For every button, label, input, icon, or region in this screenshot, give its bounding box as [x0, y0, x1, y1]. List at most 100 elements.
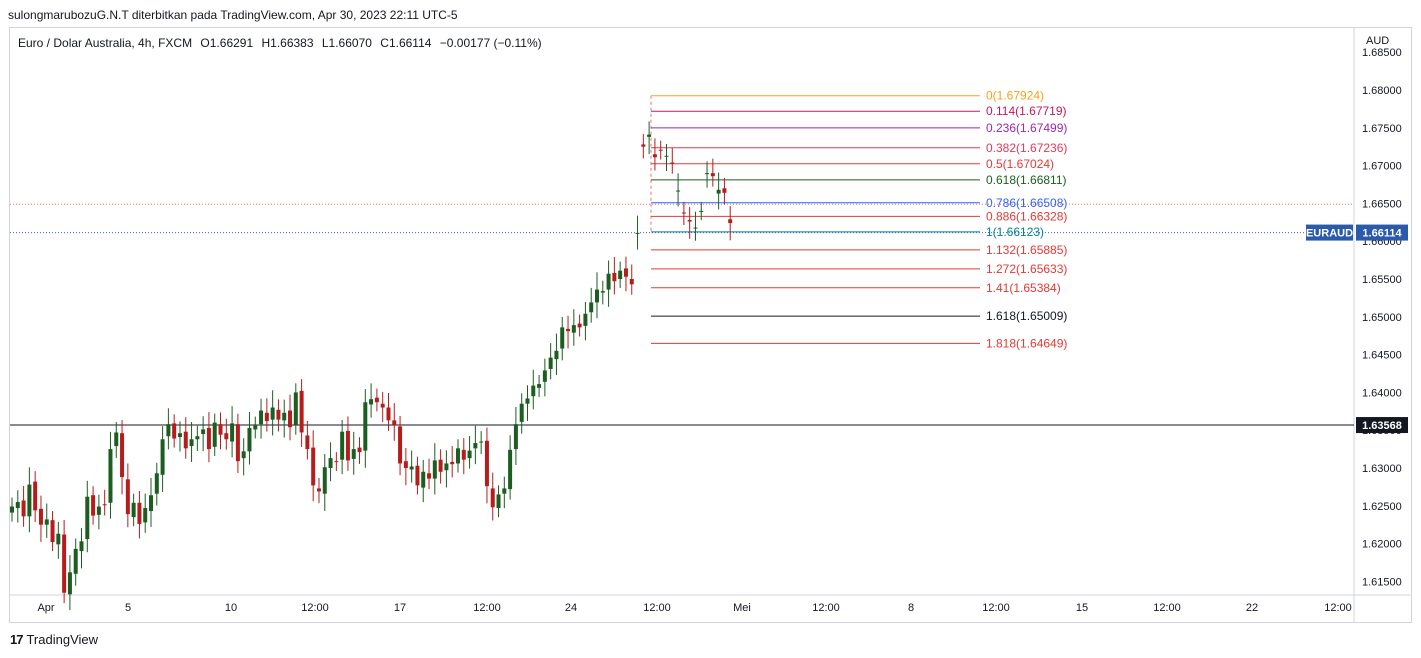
horizontal-line-layer[interactable]	[10, 203, 1354, 426]
candle-body	[594, 289, 599, 303]
candle-body	[351, 449, 356, 459]
candle-body	[369, 399, 374, 405]
fib-level-label: 0.114(1.67719)	[986, 104, 1067, 118]
y-tick-label: 1.65000	[1362, 312, 1402, 324]
candle-body	[612, 272, 617, 282]
y-tick-label: 1.67000	[1362, 161, 1402, 173]
candle-body	[635, 232, 640, 234]
candle-body	[566, 328, 571, 332]
candle-body	[230, 423, 235, 442]
candle-body	[183, 431, 188, 449]
candle-body	[676, 190, 681, 192]
symbol-badge: EURAUD	[1306, 228, 1353, 240]
candle-body	[305, 435, 310, 450]
x-tick-label: 5	[125, 602, 131, 614]
candle-body	[716, 189, 721, 194]
price-badges: EURAUD 1.66114 1.63568	[1306, 224, 1408, 434]
y-tick-label: 1.64000	[1362, 387, 1402, 399]
time-axis[interactable]: Apr 5 10 12:00 17 12:00 24 12:00 Mei 12:00 8 12:00 1…	[37, 602, 1351, 614]
candle-body	[172, 423, 177, 439]
candle-body	[108, 449, 113, 503]
y-tick-label: 1.68500	[1362, 47, 1402, 59]
candle-body	[513, 424, 518, 450]
candle-body	[519, 403, 524, 422]
candle-body	[623, 268, 628, 277]
candle-body	[21, 500, 26, 517]
candle-body	[293, 392, 298, 426]
candle-body	[340, 431, 345, 460]
candle-body	[484, 440, 489, 487]
candle-body	[177, 433, 182, 437]
candle-body	[282, 412, 287, 421]
candle-body	[328, 458, 333, 468]
candle-body	[693, 227, 698, 229]
candle-body	[253, 425, 258, 430]
y-tick-label: 1.62000	[1362, 539, 1402, 551]
x-tick-label: 12:00	[1324, 602, 1352, 614]
close-value: C1.66114	[380, 36, 432, 50]
candle-body	[450, 461, 455, 465]
candle-body	[629, 278, 634, 285]
candle-body	[728, 219, 733, 224]
candle-body	[409, 466, 414, 470]
candle-body	[380, 403, 385, 408]
candle-body	[461, 449, 466, 460]
fib-level-label: 0.236(1.67499)	[986, 121, 1067, 135]
tradingview-logo-icon: 17	[10, 632, 24, 647]
candle-body	[363, 402, 368, 451]
candle-body	[589, 302, 594, 313]
last-price-badge-bg	[1356, 224, 1408, 241]
candle-body	[247, 427, 252, 452]
x-tick-label: 12:00	[643, 602, 671, 614]
candle-body	[502, 488, 507, 494]
candle-body	[85, 496, 90, 540]
candle-body	[160, 439, 165, 475]
candle-body	[455, 448, 460, 464]
x-tick-label: 12:00	[812, 602, 840, 614]
candle-body	[652, 154, 657, 158]
candle-body	[96, 506, 101, 515]
y-tick-label: 1.67500	[1362, 123, 1402, 135]
candle-body	[114, 432, 119, 447]
candle-body	[143, 508, 148, 523]
candle-body	[710, 173, 715, 177]
candle-body	[508, 449, 513, 490]
x-tick-label: 10	[225, 602, 237, 614]
candle-body	[722, 188, 727, 193]
candle-body	[438, 459, 443, 472]
candle-body	[131, 502, 136, 518]
candle-body	[670, 162, 675, 164]
candle-body	[44, 519, 49, 525]
candle-body	[264, 412, 269, 422]
candle-body	[554, 350, 559, 360]
candle-body	[705, 173, 710, 175]
candle-body	[687, 220, 692, 222]
fib-level-label: 1.618(1.65009)	[986, 309, 1067, 323]
candle-body	[415, 465, 420, 486]
y-tick-label: 1.64500	[1362, 350, 1402, 362]
fibonacci-retracement[interactable]: 0(1.67924)0.114(1.67719) 0.236(1.67499) 0.…	[650, 89, 1067, 351]
candle-body	[467, 450, 472, 459]
candle-body	[542, 370, 547, 382]
candle-body	[288, 410, 293, 428]
x-tick-label: 17	[394, 602, 406, 614]
candles	[10, 121, 733, 611]
y-tick-label: 1.62500	[1362, 501, 1402, 513]
candle-body	[212, 422, 217, 447]
x-tick-label: 12:00	[982, 602, 1010, 614]
candle-body	[50, 520, 55, 543]
candle-body	[120, 433, 125, 478]
candle-body	[201, 429, 206, 434]
hline-price-badge: 1.63568	[1362, 420, 1402, 432]
tradingview-footer: 17 TradingView	[10, 632, 98, 647]
candle-body	[10, 506, 14, 513]
y-tick-label: 1.63000	[1362, 463, 1402, 475]
hline-price-badge-bg	[1356, 417, 1408, 434]
publisher-line: sulongmarubozuG.N.T diterbitkan pada Tra…	[8, 8, 458, 22]
symbol-title[interactable]: Euro / Dolar Australia, 4h, FXCM	[18, 36, 193, 50]
tradingview-brand: TradingView	[26, 632, 99, 647]
fib-level-label: 0.886(1.66328)	[986, 209, 1067, 223]
candle-body	[490, 488, 495, 508]
fib-level-label: 0.786(1.66508)	[986, 196, 1067, 210]
